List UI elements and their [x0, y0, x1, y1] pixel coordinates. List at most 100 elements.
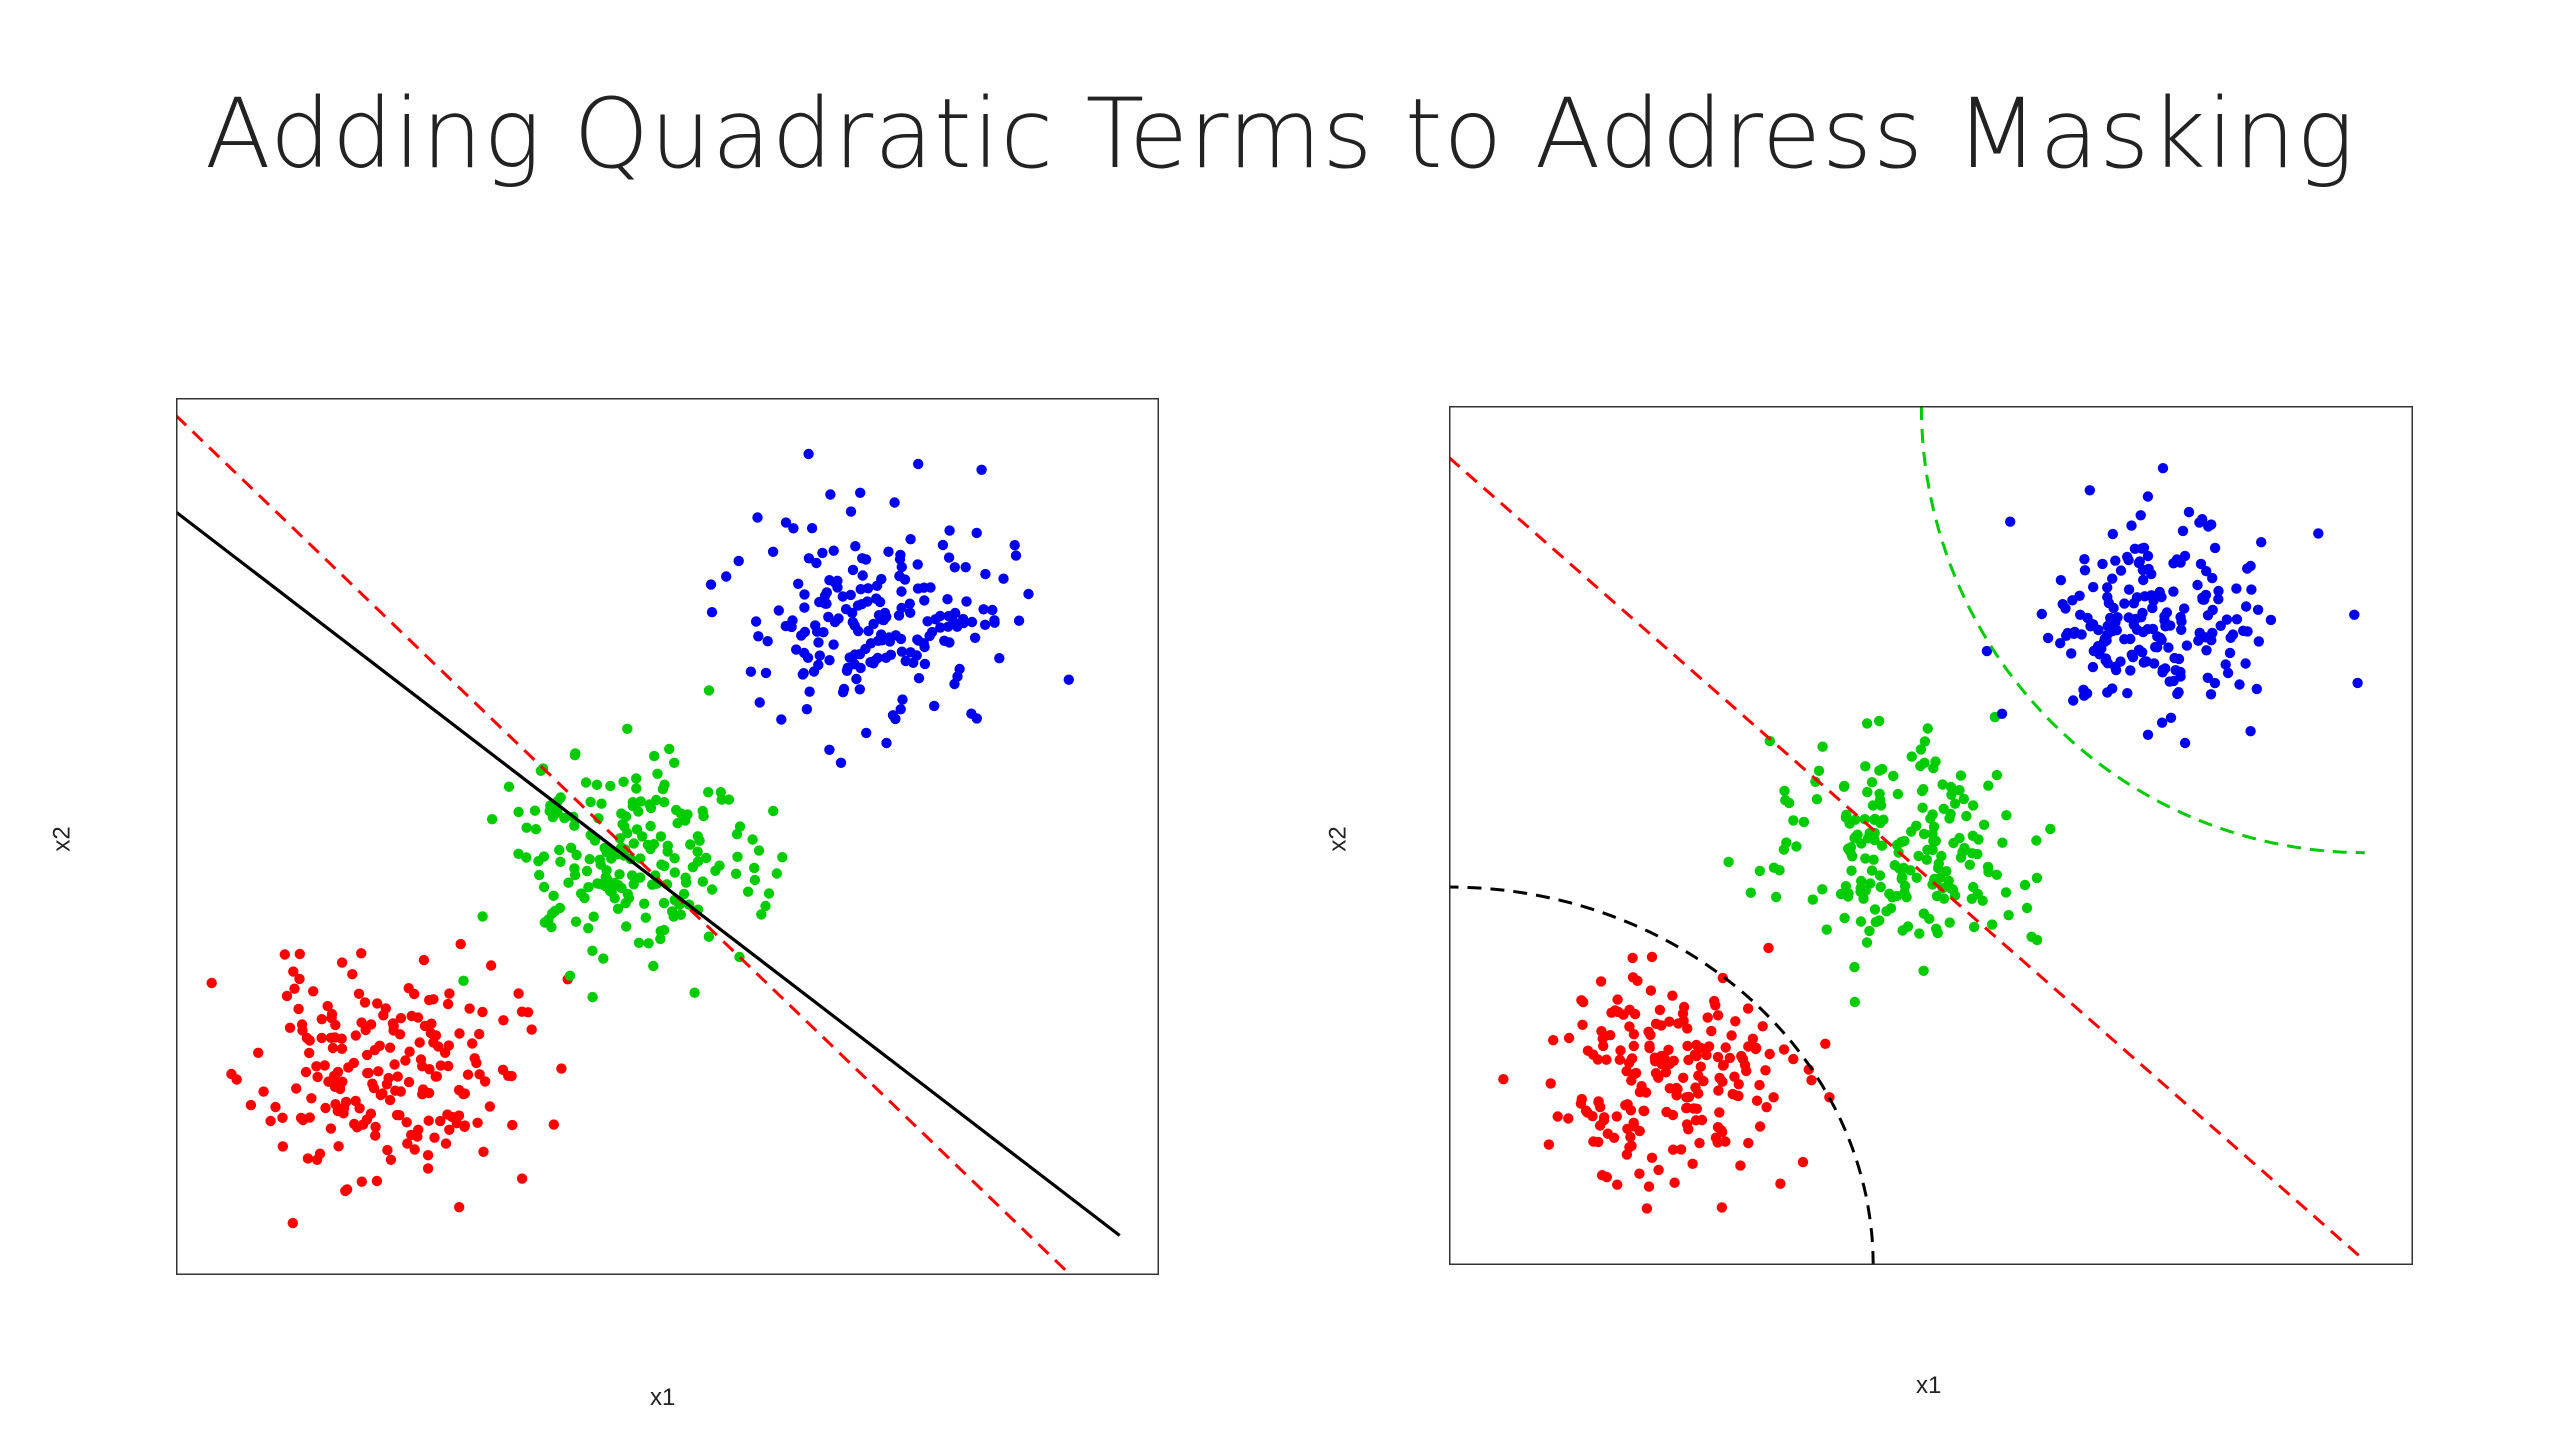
- data-point: [2128, 598, 2140, 609]
- data-point: [1578, 996, 1589, 1008]
- data-point: [1682, 1023, 1693, 1034]
- data-point: [1712, 1010, 1724, 1021]
- data-point: [587, 991, 598, 1003]
- data-point: [1720, 1042, 1731, 1053]
- data-point: [2125, 633, 2136, 645]
- data-point: [828, 545, 839, 556]
- data-point: [1840, 812, 1852, 823]
- data-point: [760, 667, 772, 679]
- data-point: [2146, 590, 2157, 601]
- data-point: [873, 610, 885, 621]
- data-point: [635, 853, 646, 864]
- data-point: [885, 649, 897, 660]
- data-point: [1881, 906, 1892, 917]
- data-point: [570, 748, 581, 759]
- data-point: [1945, 808, 1956, 820]
- data-point: [1628, 1029, 1640, 1040]
- data-point: [895, 549, 906, 561]
- data-point: [2134, 556, 2145, 567]
- data-point: [569, 863, 580, 874]
- data-point: [777, 852, 788, 863]
- data-point: [952, 671, 963, 682]
- data-point: [929, 700, 940, 712]
- data-point: [206, 977, 217, 989]
- data-point: [897, 694, 908, 705]
- quadratic-boundary-black: [1449, 885, 1875, 1265]
- data-point: [2253, 636, 2264, 647]
- data-point: [825, 489, 836, 500]
- data-point: [1867, 800, 1879, 811]
- data-point: [1860, 853, 1871, 864]
- right-plot-canvas: [1449, 406, 2413, 1265]
- data-point: [2181, 640, 2193, 651]
- data-point: [361, 1049, 373, 1061]
- data-point: [1927, 844, 1938, 856]
- data-point: [2036, 608, 2047, 620]
- data-point: [340, 1185, 351, 1197]
- data-point: [865, 638, 877, 649]
- data-point: [2031, 835, 2042, 846]
- data-point: [591, 779, 603, 790]
- data-point: [1932, 927, 1943, 939]
- data-point: [1745, 887, 1756, 898]
- data-point: [2225, 632, 2236, 643]
- data-point: [944, 525, 955, 536]
- data-point: [1661, 1106, 1672, 1118]
- data-point: [377, 1088, 388, 1099]
- data-point: [863, 625, 874, 637]
- data-point: [2126, 520, 2137, 531]
- data-point: [1978, 819, 1990, 830]
- data-point: [750, 616, 762, 627]
- data-point: [2202, 672, 2213, 683]
- data-point: [2135, 510, 2146, 521]
- data-point: [1714, 1072, 1725, 1084]
- data-point: [2234, 679, 2245, 690]
- data-point: [966, 616, 978, 628]
- data-point: [2349, 609, 2360, 620]
- data-point: [400, 1055, 411, 1066]
- data-point: [2005, 516, 2016, 527]
- data-point: [485, 960, 497, 971]
- data-point: [731, 829, 743, 840]
- data-point: [1983, 866, 1994, 878]
- data-point: [469, 1053, 480, 1064]
- data-point: [1687, 1158, 1698, 1169]
- data-point: [998, 573, 1009, 584]
- data-point: [2078, 684, 2089, 695]
- data-point: [635, 872, 646, 883]
- data-point: [1894, 863, 1905, 874]
- data-point: [714, 860, 725, 871]
- data-point: [429, 1132, 440, 1143]
- data-point: [1916, 785, 1928, 797]
- data-point: [474, 1069, 485, 1080]
- plot-frame: [1449, 406, 2413, 1265]
- data-point: [1733, 1090, 1744, 1102]
- data-point: [1896, 871, 1908, 883]
- data-point: [804, 686, 815, 697]
- data-point: [2175, 611, 2186, 623]
- data-point: [1023, 588, 1034, 600]
- data-point: [612, 903, 624, 914]
- data-point: [2142, 550, 2154, 562]
- data-point: [1750, 1043, 1761, 1055]
- data-point: [277, 1112, 288, 1123]
- data-point: [319, 1060, 330, 1071]
- data-point: [2160, 663, 2171, 674]
- data-point: [2169, 652, 2180, 664]
- data-point: [1625, 1131, 1636, 1143]
- data-point: [2157, 463, 2169, 474]
- data-point: [1852, 829, 1863, 840]
- data-point: [2220, 659, 2231, 670]
- data-point: [771, 868, 782, 879]
- data-point: [2061, 630, 2072, 641]
- data-point: [645, 802, 657, 814]
- data-point: [1691, 1039, 1702, 1051]
- data-point: [2183, 506, 2195, 518]
- data-point: [371, 1175, 383, 1187]
- data-point: [2194, 627, 2205, 638]
- data-point: [312, 1071, 323, 1083]
- data-point: [791, 644, 802, 655]
- data-point: [1672, 1083, 1683, 1095]
- data-point: [1884, 888, 1895, 899]
- data-point: [1948, 837, 1959, 849]
